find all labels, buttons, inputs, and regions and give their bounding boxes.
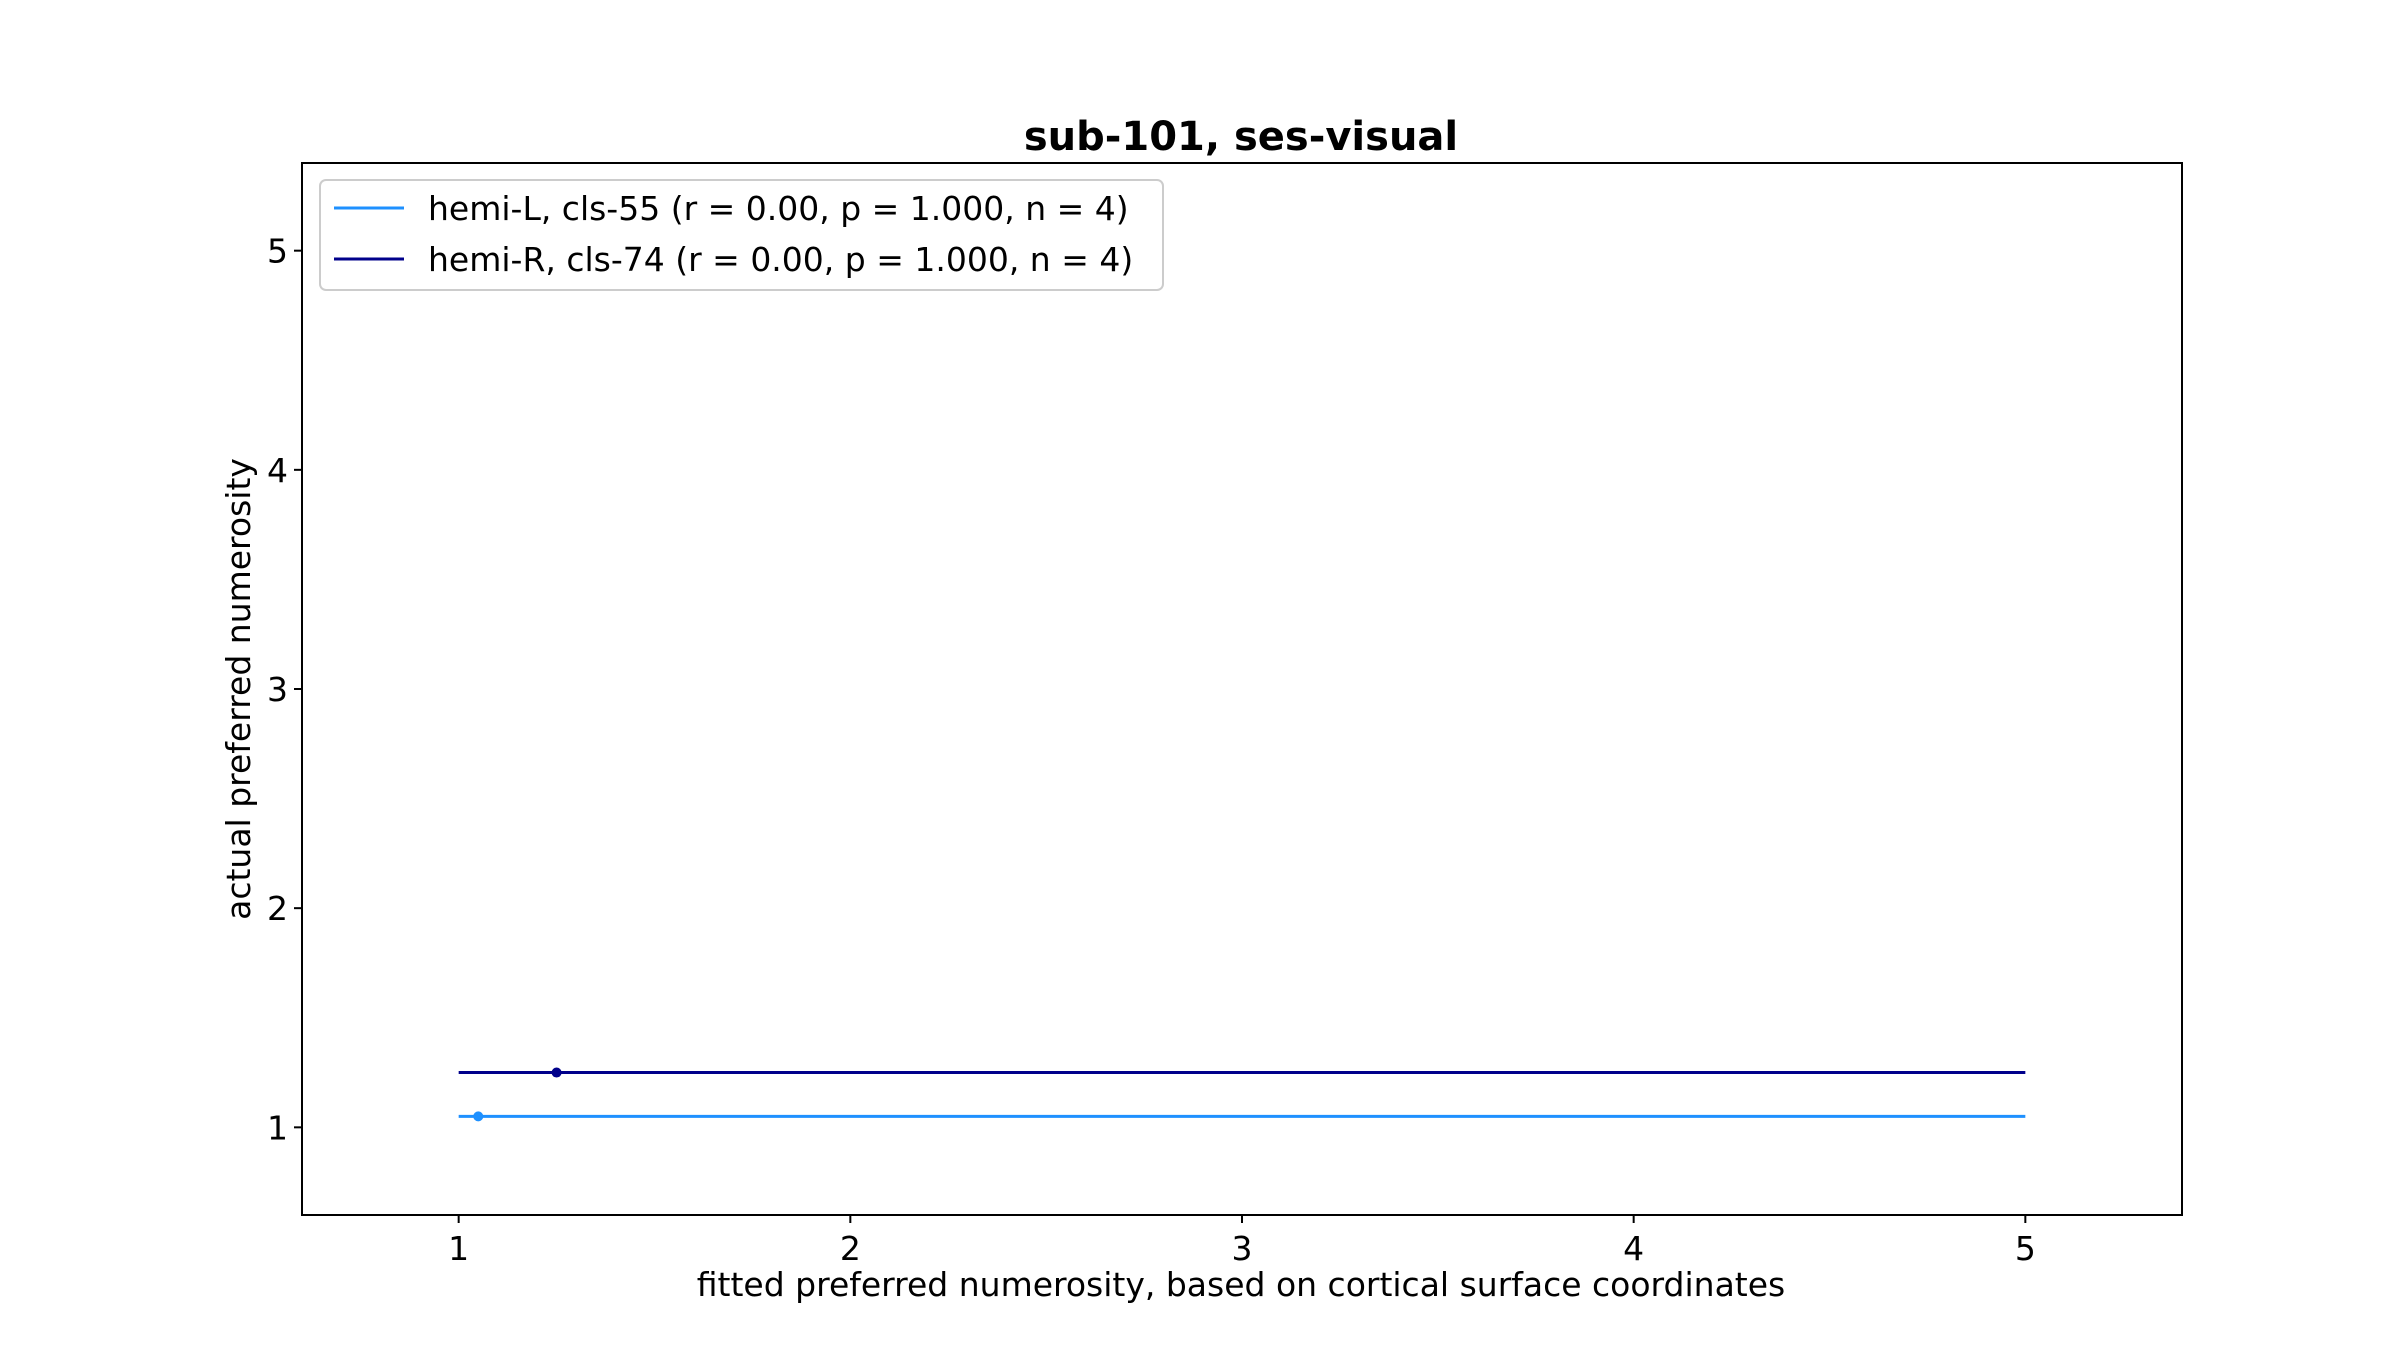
y-tick-label: 3 [267, 670, 288, 709]
x-axis-ticks: 1 2 3 4 5 [448, 1215, 2036, 1268]
x-tick-label: 4 [1623, 1229, 1644, 1268]
x-axis-label: fitted preferred numerosity, based on co… [697, 1265, 1785, 1304]
legend-box [319, 179, 1164, 291]
y-tick-label: 4 [267, 451, 288, 490]
y-axis-label: actual preferred numerosity [219, 458, 258, 920]
y-tick-label: 1 [267, 1108, 288, 1147]
series-point-1 [473, 1111, 484, 1122]
legend-label-1: hemi-L, cls-55 (r = 0.00, p = 1.000, n =… [428, 189, 1129, 228]
legend: hemi-L, cls-55 (r = 0.00, p = 1.000, n =… [319, 179, 1164, 291]
x-tick-label: 5 [2015, 1229, 2036, 1268]
x-tick-label: 3 [1232, 1229, 1253, 1268]
x-tick-label: 2 [840, 1229, 861, 1268]
y-tick-label: 5 [267, 232, 288, 271]
x-tick-label: 1 [448, 1229, 469, 1268]
plot-area [458, 1067, 2026, 1122]
chart-title: sub-101, ses-visual [1024, 114, 1458, 160]
y-axis-ticks: 1 2 3 4 5 [267, 232, 302, 1147]
series-point-2 [551, 1067, 562, 1078]
legend-label-2: hemi-R, cls-74 (r = 0.00, p = 1.000, n =… [428, 240, 1133, 279]
y-tick-label: 2 [267, 889, 288, 928]
